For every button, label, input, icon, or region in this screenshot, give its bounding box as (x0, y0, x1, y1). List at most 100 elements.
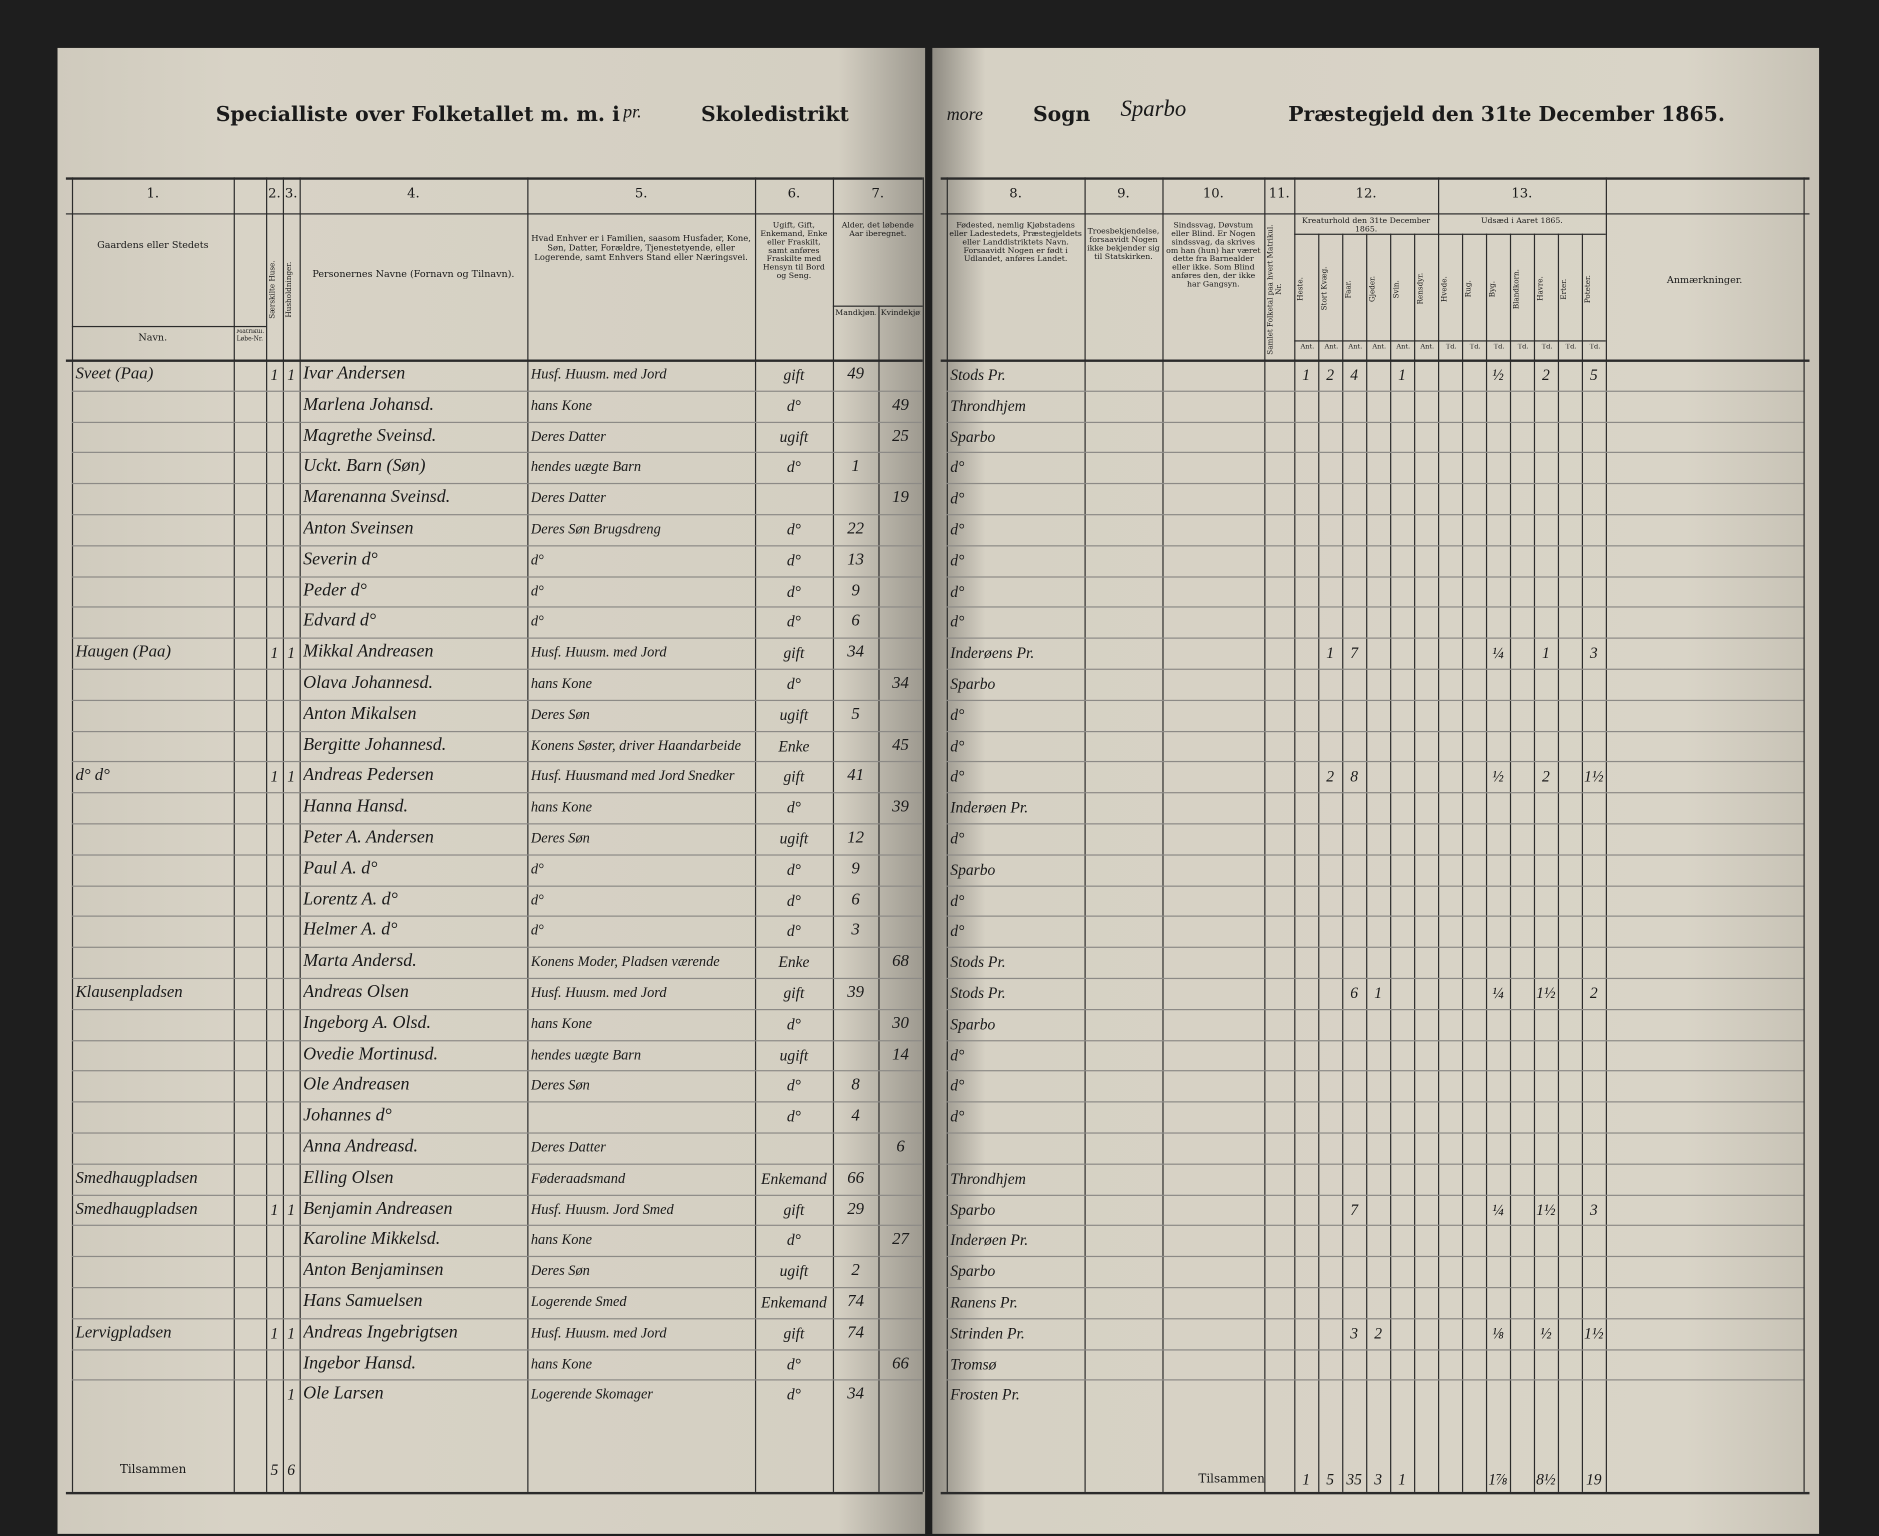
rule (71, 977, 923, 980)
column-header: Svin. (1392, 279, 1401, 298)
civil-status: Enke (778, 952, 810, 971)
rule (946, 1163, 1804, 1165)
civil-status: gift (783, 767, 805, 786)
column-header: Rug. (1464, 280, 1473, 298)
livestock-count: 2 (1326, 365, 1335, 384)
column-header: Navn. (138, 333, 168, 343)
rule (71, 946, 923, 949)
civil-status: gift (783, 983, 805, 1002)
column-header: Ant. (1372, 343, 1387, 352)
birthplace: Throndhjem (950, 1169, 1026, 1188)
total-livestock: 35 (1346, 1470, 1362, 1489)
rule (946, 1008, 1804, 1010)
rule (946, 1070, 1804, 1072)
column-header: Ant. (1420, 343, 1435, 352)
column-header: Td. (1445, 343, 1457, 352)
column-number: 1. (146, 185, 160, 202)
rule (946, 483, 1804, 485)
column-header: Anmærkninger. (1666, 275, 1743, 286)
age-male: 74 (847, 1293, 865, 1311)
rule (71, 761, 923, 763)
rule (1485, 233, 1488, 1492)
farm-name: Lervigpladsen (75, 1323, 172, 1342)
household-mark: 1 (287, 1200, 296, 1219)
seed-amount: 3 (1589, 643, 1598, 662)
person-name: Mikkal Andreasen (303, 642, 434, 662)
position: Logerende Skomager (530, 1385, 653, 1403)
rule (946, 575, 1804, 578)
birthplace: d° (950, 1045, 965, 1064)
birthplace: Stods Pr. (950, 983, 1006, 1002)
total-livestock: 1 (1302, 1470, 1311, 1489)
birthplace: Sparbo (950, 1014, 996, 1033)
column-header: Matrikul. Løbe-Nr. (236, 329, 264, 343)
column-number: 13. (1511, 185, 1533, 202)
age-male: 1 (851, 458, 860, 477)
rule (1461, 233, 1464, 1492)
household-mark: 1 (287, 643, 296, 662)
person-name: Marlena Johansd. (303, 395, 434, 415)
rule (1414, 233, 1416, 1492)
farm-name: d° d° (75, 767, 110, 786)
seed-amount: ½ (1492, 767, 1504, 786)
rule (946, 699, 1804, 701)
birthplace: Ranens Pr. (950, 1293, 1018, 1311)
column-number: 7. (871, 185, 885, 202)
rule (946, 1287, 1804, 1289)
person-name: Anton Sveinsen (303, 518, 414, 539)
age-female: 19 (892, 489, 909, 508)
rule (946, 452, 1804, 454)
civil-status: Enkemand (761, 1293, 827, 1311)
rule (946, 545, 1804, 547)
rule (71, 1194, 923, 1196)
column-header: Hvede. (1440, 275, 1449, 302)
livestock-count: 7 (1350, 1200, 1359, 1219)
livestock-count: 1 (1302, 365, 1311, 384)
seed-amount: ⅛ (1492, 1323, 1504, 1342)
person-name: Olava Johannesd. (303, 673, 433, 693)
person-name: Paul A. d° (303, 858, 378, 879)
column-header: Kvindekjøn. (880, 309, 921, 318)
rule (1294, 177, 1296, 1492)
person-name: Ovedie Mortinusd. (303, 1044, 438, 1064)
birthplace: Inderøen Pr. (950, 798, 1029, 817)
rule (1342, 233, 1344, 1492)
livestock-count: 8 (1350, 767, 1359, 786)
birthplace: d° (950, 489, 965, 508)
age-male: 9 (851, 860, 860, 879)
position: hans Kone (530, 396, 592, 414)
column-header: Kreaturhold den 31te December 1865. (1302, 216, 1431, 233)
birthplace: Sparbo (950, 1200, 996, 1219)
rule (233, 177, 236, 1492)
total-seed: 19 (1586, 1470, 1602, 1489)
farm-name: Haugen (Paa) (75, 643, 172, 662)
farm-name: Smedhaugpladsen (75, 1200, 198, 1219)
position: hans Kone (530, 1231, 592, 1248)
rule (1438, 177, 1440, 1492)
position: Husf. Huusm. med Jord (530, 983, 667, 1001)
column-header: Erter. (1560, 278, 1569, 300)
column-header: Rensdyr. (1416, 273, 1425, 305)
rule (946, 823, 1804, 825)
age-female: 14 (892, 1045, 909, 1064)
column-header: Td. (1565, 343, 1577, 352)
rule (71, 1101, 923, 1103)
rule (1533, 233, 1536, 1492)
rule (71, 452, 923, 454)
civil-status: d° (786, 1231, 801, 1250)
column-header: Husholdninger. (285, 261, 294, 318)
right-page (932, 47, 1820, 1534)
birthplace: d° (950, 520, 965, 539)
person-name: Anna Andreasd. (303, 1137, 419, 1157)
person-name: Hanna Hansd. (303, 797, 409, 817)
person-name: Benjamin Andreasen (303, 1199, 453, 1219)
age-male: 49 (847, 365, 865, 384)
rule (946, 915, 1804, 918)
birthplace: d° (950, 458, 965, 477)
rule (299, 177, 302, 1492)
position: Logerende Smed (530, 1293, 627, 1310)
birthplace: Sparbo (950, 427, 996, 446)
age-male: 41 (847, 767, 865, 786)
person-name: Johannes d° (303, 1106, 392, 1126)
column-header: Td. (1589, 343, 1601, 352)
